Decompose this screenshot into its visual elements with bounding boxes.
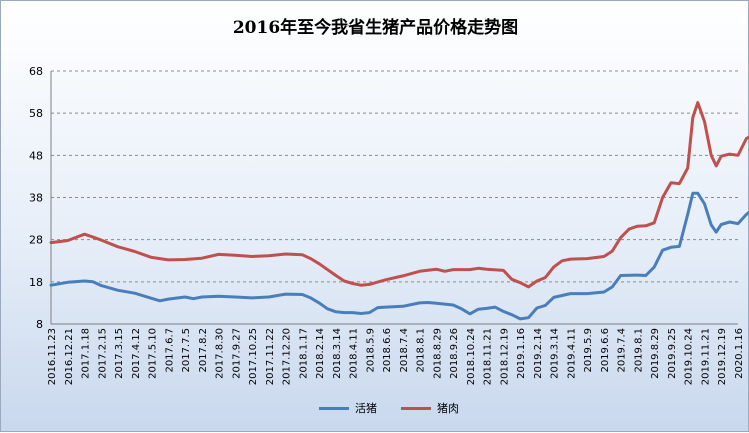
- x-tick-label: 2018.7.4: [399, 328, 410, 373]
- x-tick-label: 2018.6.6: [382, 328, 393, 373]
- y-tick-label: 18: [29, 276, 43, 289]
- x-tick-label: 2019.2.14: [533, 328, 544, 379]
- x-tick-label: 2017.10.25: [248, 328, 259, 385]
- x-tick-label: 2019.3.14: [550, 328, 561, 379]
- legend-item-pork: 猪肉: [401, 400, 459, 416]
- y-tick-label: 28: [29, 234, 43, 247]
- x-tick-label: 2019.7.4: [617, 328, 628, 373]
- x-tick-label: 2016.11.23: [47, 328, 58, 385]
- x-tick-label: 2019.9.25: [667, 328, 678, 379]
- legend-swatch-pork: [401, 406, 431, 410]
- x-tick-label: 2018.1.17: [298, 328, 309, 379]
- chart-title: 2016年至今我省生猪产品价格走势图: [232, 18, 519, 38]
- x-tick-label: 2017.4.12: [131, 328, 142, 379]
- x-tick-label: 2019.11.21: [700, 328, 711, 385]
- y-tick-label: 48: [29, 149, 43, 162]
- x-tick-label: 2017.1.18: [81, 328, 92, 379]
- x-tick-label: 2019.6.6: [600, 328, 611, 373]
- x-tick-label: 2017.3.15: [114, 328, 125, 379]
- y-tick-label: 38: [29, 192, 43, 205]
- y-tick-label: 8: [36, 318, 43, 331]
- x-tick-label: 2018.5.9: [365, 328, 376, 373]
- x-tick-label: 2018.8.29: [432, 328, 443, 379]
- series-line-pork: [49, 101, 749, 289]
- series-line-live-pig: [49, 191, 749, 321]
- x-tick-label: 2019.4.11: [566, 328, 577, 379]
- x-tick-label: 2018.10.24: [466, 328, 477, 385]
- x-tick-label: 2017.5.10: [148, 328, 159, 379]
- x-tick-label: 2016.12.21: [64, 328, 75, 385]
- x-tick-label: 2017.8.2: [198, 328, 209, 373]
- x-tick-label: 2017.7.5: [181, 328, 192, 373]
- x-tick-label: 2018.2.14: [315, 328, 326, 379]
- x-tick-label: 2019.1.16: [516, 328, 527, 379]
- y-tick-label: 68: [29, 65, 43, 78]
- x-tick-label: 2018.3.14: [332, 328, 343, 379]
- x-tick-label: 2017.9.27: [231, 328, 242, 379]
- x-tick-label: 2019.8.29: [650, 328, 661, 379]
- x-tick-label: 2019.10.24: [684, 328, 695, 385]
- legend-item-live-pig: 活猪: [319, 400, 377, 416]
- x-tick-label: 2017.12.20: [282, 328, 293, 385]
- x-tick-label: 2017.6.7: [164, 328, 175, 373]
- x-tick-label: 2017.11.22: [265, 328, 276, 385]
- legend-swatch-live-pig: [319, 406, 349, 410]
- x-tick-label: 2018.12.19: [499, 328, 510, 385]
- x-tick-label: 2019.8.1: [633, 328, 644, 373]
- x-tick-label: 2020.1.16: [734, 328, 745, 379]
- x-tick-label: 2019.12.19: [717, 328, 728, 385]
- x-tick-label: 2018.9.26: [449, 328, 460, 379]
- x-tick-label: 2018.11.21: [483, 328, 494, 385]
- legend-label-pork: 猪肉: [437, 402, 459, 415]
- y-tick-label: 58: [29, 107, 43, 120]
- x-tick-label: 2019.5.9: [583, 328, 594, 373]
- x-tick-label: 2017.8.30: [215, 328, 226, 379]
- legend-label-live-pig: 活猪: [355, 402, 377, 415]
- x-tick-label: 2017.2.15: [97, 328, 108, 379]
- x-tick-label: 2018.8.1: [416, 328, 427, 373]
- x-tick-label: 2018.4.11: [349, 328, 360, 379]
